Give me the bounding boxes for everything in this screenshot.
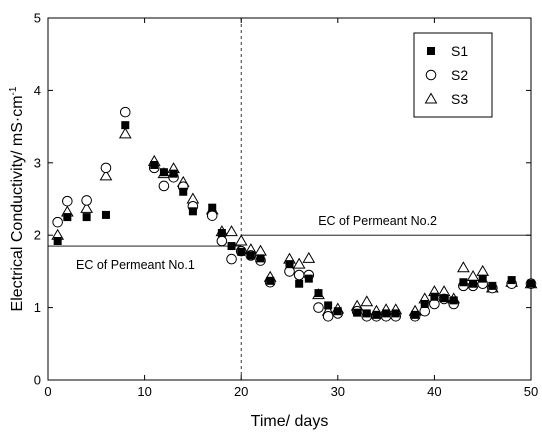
y-axis-title: Electrical Conductivity/ mS·cm-1 — [8, 86, 26, 311]
x-axis-title: Time/ days — [251, 413, 329, 430]
point-s1 — [411, 310, 420, 319]
point-s3 — [254, 244, 267, 256]
y-tick-label: 1 — [34, 300, 41, 315]
point-s3 — [99, 169, 113, 181]
y-tick-label: 4 — [34, 83, 41, 98]
point-s2 — [158, 180, 170, 192]
point-s3 — [302, 251, 316, 263]
point-s1 — [478, 274, 487, 283]
x-tick-label: 30 — [331, 384, 345, 399]
plot-frame — [47, 17, 532, 381]
legend-marker-s2 — [425, 69, 437, 81]
y-tick-label: 5 — [34, 11, 41, 26]
point-s3 — [360, 295, 374, 307]
point-s2 — [313, 302, 324, 313]
point-s1 — [285, 260, 294, 269]
point-s1 — [188, 207, 197, 216]
point-s1 — [227, 242, 236, 251]
x-tick-label: 0 — [44, 384, 51, 399]
point-s1 — [469, 279, 478, 288]
point-s1 — [362, 309, 371, 318]
point-s1 — [314, 289, 323, 298]
point-s1 — [121, 121, 130, 130]
x-tick-label: 20 — [234, 384, 248, 399]
x-tick-label: 50 — [524, 384, 538, 399]
point-s2 — [322, 310, 334, 322]
point-s2 — [119, 106, 131, 118]
reference-line-label: EC of Permeant No.1 — [76, 258, 195, 272]
legend: S1 S2 S3 — [413, 32, 493, 118]
y-tick-label: 2 — [34, 228, 41, 243]
point-s1 — [382, 309, 391, 318]
point-s3 — [234, 234, 248, 246]
point-s2 — [52, 216, 63, 228]
y-axis-title-superscript: -1 — [8, 86, 19, 95]
point-s2 — [226, 253, 237, 265]
point-s2 — [81, 195, 92, 206]
point-s2 — [293, 269, 305, 281]
point-s3 — [457, 261, 470, 273]
point-s1 — [295, 279, 304, 288]
point-s1 — [488, 281, 497, 290]
legend-label-s1: S1 — [451, 43, 468, 59]
point-s1 — [527, 279, 535, 288]
series-s2 — [52, 106, 537, 322]
point-s1 — [246, 251, 255, 260]
point-s1 — [430, 292, 439, 301]
point-s3 — [80, 201, 94, 213]
point-s1 — [159, 168, 168, 177]
point-s1 — [179, 187, 188, 196]
point-s3 — [476, 264, 490, 276]
point-s1 — [440, 294, 449, 303]
point-s1 — [217, 229, 226, 238]
point-s1 — [459, 278, 468, 287]
point-s2 — [216, 235, 228, 247]
y-tick-label: 0 — [34, 373, 41, 388]
point-s1 — [507, 276, 516, 285]
legend-label-s3: S3 — [451, 91, 468, 107]
axis-titles: Time/ days Electrical Conductivity/ mS·cm… — [8, 86, 328, 430]
point-s2 — [62, 195, 73, 207]
point-s1 — [82, 213, 91, 222]
series-s1 — [53, 121, 535, 319]
legend-marker-s3 — [424, 92, 438, 104]
point-s1 — [372, 310, 381, 319]
reference-lines: EC of Permeant No.1 EC of Permeant No.2 — [48, 18, 531, 380]
reference-line-label: EC of Permeant No.2 — [318, 214, 437, 228]
x-tick-label: 10 — [137, 384, 151, 399]
point-s1 — [304, 274, 313, 283]
point-s2 — [100, 162, 112, 174]
legend-label-s2: S2 — [451, 67, 468, 83]
point-s3 — [118, 127, 132, 139]
x-tick-label: 40 — [427, 384, 441, 399]
point-s1 — [266, 276, 275, 285]
point-s1 — [208, 203, 217, 212]
point-s3 — [225, 225, 238, 237]
point-s1 — [169, 169, 178, 178]
y-tick-label: 3 — [34, 155, 41, 170]
point-s1 — [324, 301, 333, 310]
point-s1 — [391, 309, 400, 318]
point-s3 — [292, 257, 306, 269]
point-s1 — [237, 247, 246, 256]
legend-marker-s1 — [427, 47, 435, 55]
point-s2 — [206, 210, 218, 221]
axes: 0 10 20 30 40 50 0 1 2 3 4 5 — [34, 11, 538, 400]
point-s1 — [333, 307, 342, 316]
point-s1 — [353, 308, 362, 317]
point-s1 — [63, 213, 72, 222]
point-s1 — [53, 236, 62, 245]
point-s1 — [256, 254, 265, 263]
point-s1 — [449, 296, 458, 305]
point-s1 — [101, 210, 110, 219]
point-s1 — [420, 299, 429, 308]
data-marks — [51, 106, 538, 322]
point-s1 — [150, 160, 159, 169]
